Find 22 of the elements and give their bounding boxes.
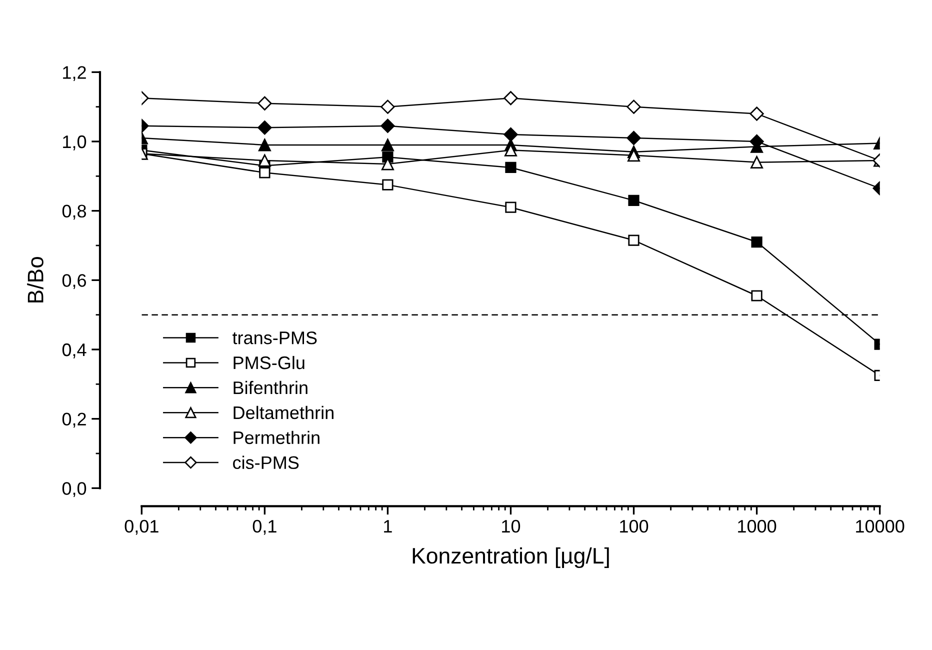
x-tick-label: 10 <box>502 520 520 533</box>
legend-label: Permethrin <box>234 430 320 444</box>
legend-label: Deltamethrin <box>234 406 334 420</box>
legend-label: PMS-Glu <box>234 356 304 370</box>
x-tick-label: 0,1 <box>252 520 276 535</box>
legend-label: trans-PMS <box>232 331 317 344</box>
x-tick-label: 1 <box>384 520 392 532</box>
y-tick-label: 0,4 <box>62 343 86 358</box>
x-tick-label: 0,01 <box>124 520 158 535</box>
y-tick-label: 0,2 <box>62 412 86 428</box>
y-tick-label: 0,0 <box>62 482 86 498</box>
legend-label: cis-PMS <box>233 456 299 470</box>
x-tick-label: 100 <box>620 520 648 533</box>
y-tick-label: 0,6 <box>62 274 86 290</box>
x-tick-label: 1000 <box>738 520 776 533</box>
x-axis-title: Konzentration [µg/L] <box>412 547 609 568</box>
legend-label: Bifenthrin <box>234 380 308 394</box>
y-tick-label: 1,2 <box>63 66 86 82</box>
y-axis-title: B/Bo <box>27 256 44 302</box>
y-tick-label: 1,0 <box>63 135 86 150</box>
y-tick-label: 0,8 <box>62 204 86 220</box>
x-tick-label: 10000 <box>856 520 904 533</box>
